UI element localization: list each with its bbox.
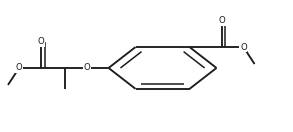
Text: O: O xyxy=(240,43,247,51)
Text: O: O xyxy=(218,16,225,25)
Text: O: O xyxy=(83,63,90,72)
Text: O: O xyxy=(16,63,23,72)
Text: O: O xyxy=(38,37,44,46)
